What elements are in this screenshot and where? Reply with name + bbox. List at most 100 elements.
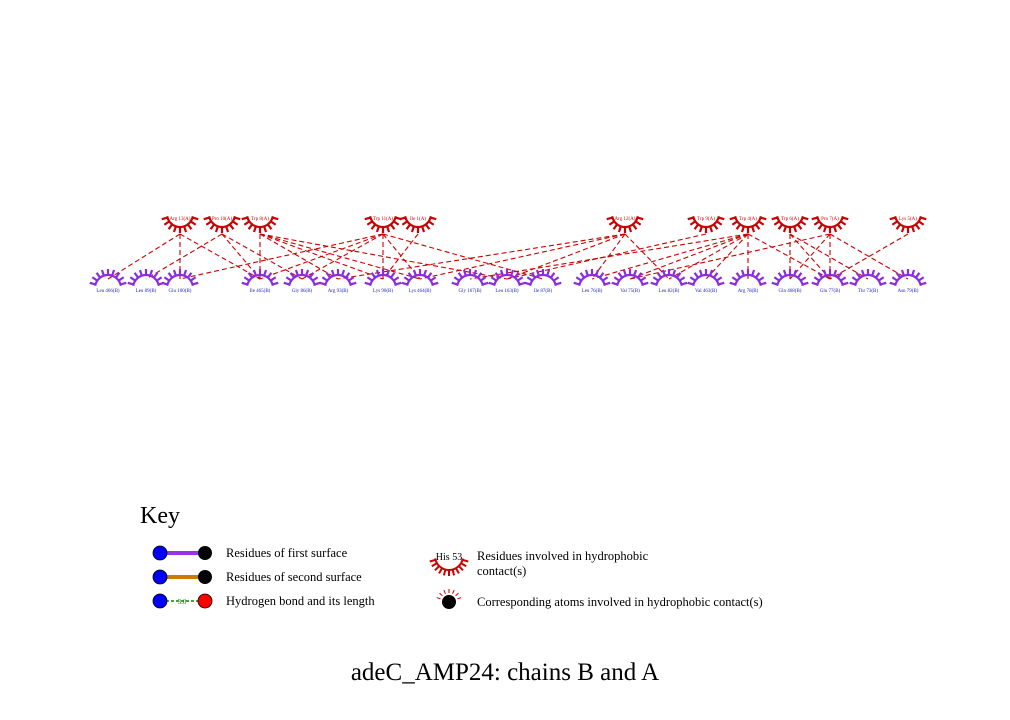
hydrophobic-contact-line [221, 233, 303, 280]
key-first-surface-label: Residues of first surface [226, 546, 348, 560]
chain-b-residue-arc [729, 269, 767, 286]
chain-b-residue-label: Ile 87(B) [534, 289, 553, 294]
chain-a-residue-arc [771, 216, 809, 233]
hydrophobic-contact-line [259, 233, 508, 280]
hbond-length-label: 3.0 [178, 598, 187, 606]
chain-a-residue-arc [399, 216, 437, 233]
hydrophobic-contact-line [506, 233, 626, 280]
chain-b-residue-arc [161, 269, 199, 286]
chain-b-residue-arc [364, 269, 402, 286]
chain-b-residue-label: Thr 73(B) [858, 289, 878, 294]
key-hbond-label: Hydrogen bond and its length [226, 594, 375, 608]
key-hydrophobic-label-line1: Residues involved in hydrophobic [477, 549, 649, 563]
chain-b-residues: Leu 466(B) Leu 89(B) Glu 100(B) Ile 465(B) G… [89, 269, 927, 294]
chain-b-residue-label: Asn 79(B) [898, 289, 919, 294]
chain-b-residue-arc [889, 269, 927, 286]
chain-a-residue-arc [161, 216, 199, 233]
chain-b-residue-arc [849, 269, 887, 286]
atom-contact-ticks-icon [436, 589, 462, 600]
key-hydrophobic-residue-symbol: His 53 [429, 552, 469, 576]
hydrophobic-contact-line [591, 233, 749, 280]
blue-atom-icon [152, 545, 168, 561]
key-hydrophobic-atoms-label: Corresponding atoms involved in hydropho… [477, 595, 763, 609]
chain-b-residue-arc [524, 269, 562, 286]
chain-b-residue-label: Arg 93(B) [328, 289, 349, 294]
chain-b-residue-label: Leu 466(B) [96, 289, 120, 294]
hydrophobic-contact-line [179, 233, 261, 280]
blue-atom-icon [152, 569, 168, 585]
chain-b-residue-label: Lys 90(B) [373, 289, 393, 294]
hydrophobic-contact-line [259, 233, 384, 280]
chain-a-residue-label: Trp 8(A) [251, 217, 269, 222]
diagram-caption: adeC_AMP24: chains B and A [351, 659, 659, 686]
key-title: Key [140, 503, 180, 529]
contact-lines [107, 233, 909, 280]
chain-a-residue-arc [364, 216, 402, 233]
chain-b-residue-label: Gly 167(B) [459, 289, 482, 294]
chain-a-residue-label: Pro 7(A) [821, 217, 839, 222]
hydrophobic-contact-line [506, 233, 707, 280]
hydrophobic-contact-line [179, 233, 384, 280]
chain-b-residue-label: Gln 468(B) [779, 289, 802, 294]
red-atom-icon [197, 593, 213, 609]
hydrophobic-contact-line [629, 233, 749, 280]
chain-b-residue-arc [650, 269, 688, 286]
chain-b-residue-arc [127, 269, 165, 286]
chain-b-residue-label: Ile 465(B) [250, 289, 271, 294]
hydrophobic-contact-line [705, 233, 749, 280]
hydrophobic-arc-icon [429, 558, 469, 576]
chain-b-residue-label: Val 463(B) [695, 289, 717, 294]
chain-b-residue-label: Val 75(B) [620, 289, 640, 294]
hydrophobic-contact-line [382, 233, 544, 280]
chain-b-residue-label: Leu 82(B) [659, 289, 680, 294]
key-hydrophobic-atom-symbol [436, 589, 462, 609]
chain-a-residue-label: Trp 11(A) [373, 217, 393, 222]
key-arc-shape [429, 558, 469, 576]
hydrophobic-example-label: His 53 [436, 552, 462, 563]
chain-b-residue-arc [451, 269, 489, 286]
chain-b-residue-arc [319, 269, 357, 286]
hydrophobic-contact-line [829, 233, 909, 280]
chain-a-residue-arc [729, 216, 767, 233]
black-atom-icon [198, 546, 212, 560]
hydrophobic-contact-line [107, 233, 181, 280]
chain-b-residue-label: Lys 464(B) [409, 289, 432, 294]
key-hydrophobic-label-line2: contact(s) [477, 564, 526, 578]
hydrophobic-contact-line [829, 233, 909, 280]
chain-a-residue-arc [687, 216, 725, 233]
hydrophobic-contact-line [419, 233, 626, 280]
chain-a-residue-label: Arg 12(A) [615, 217, 636, 222]
hydrophobic-contact-line [337, 233, 626, 280]
key-first-surface-symbol [152, 545, 212, 561]
blue-atom-icon [152, 593, 168, 609]
key-hbond-symbol: 3.0 [152, 593, 213, 609]
key-second-surface-symbol [152, 569, 212, 585]
chain-a-residue-arc [203, 216, 241, 233]
key-panel: Key Residues of first surface Residues o… [140, 503, 763, 609]
chain-b-residue-arc [611, 269, 649, 286]
chain-b-residue-arc [89, 269, 127, 286]
chain-a-residue-arc [606, 216, 644, 233]
chain-b-residue-label: Gly 86(B) [292, 289, 313, 294]
chain-a-residue-arc [889, 216, 927, 233]
hydrophobic-contact-line [469, 233, 749, 280]
black-atom-icon [198, 570, 212, 584]
chain-b-residue-label: Leu 89(B) [136, 289, 157, 294]
chain-a-residue-label: Pro 10(A) [212, 217, 232, 222]
chain-a-residue-label: Arg 13(A) [170, 217, 191, 222]
chain-b-residue-label: Glu 77(B) [820, 289, 841, 294]
chain-b-residue-label: Leu 163(B) [495, 289, 519, 294]
chain-b-residue-label: Glu 100(B) [169, 289, 192, 294]
chain-b-residue-arc [283, 269, 321, 286]
hydrophobic-atom-icon [442, 595, 456, 609]
chain-a-residue-arc [241, 216, 279, 233]
chain-a-residue-label: Trp 6(A) [781, 217, 799, 222]
chain-b-residue-arc [687, 269, 725, 286]
chain-a-residues: Arg 13(A) Pro 10(A) Trp 8(A) Trp 11(A) Ile 1… [161, 216, 927, 233]
hydrophobic-contact-line [382, 233, 419, 280]
chain-b-residue-label: Arg 78(B) [738, 289, 759, 294]
chain-b-residue-arc [811, 269, 849, 286]
chain-a-residue-label: Trp 9(A) [697, 217, 715, 222]
hydrophobic-contact-line [259, 233, 421, 280]
